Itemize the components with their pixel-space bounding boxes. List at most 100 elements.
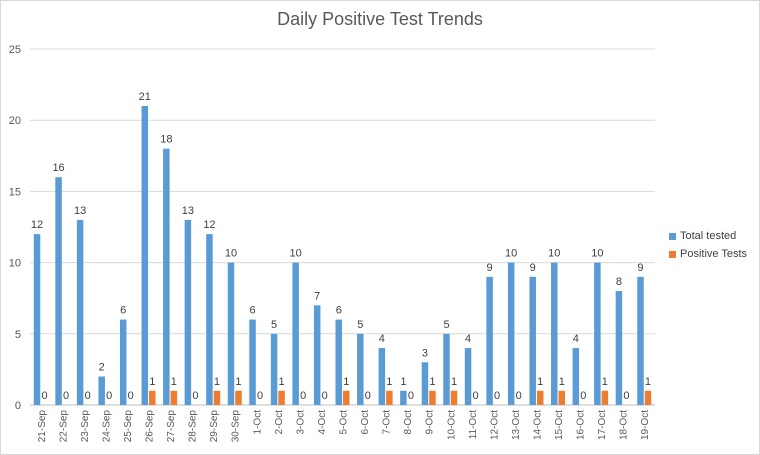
x-tick-label: 5-Oct (339, 410, 350, 435)
data-label: 0 (408, 390, 414, 402)
bar (507, 262, 515, 405)
data-label: 0 (41, 390, 47, 402)
x-tick-label: 12-Oct (489, 410, 500, 440)
data-label: 1 (171, 376, 177, 388)
chart-title: Daily Positive Test Trends (277, 9, 483, 29)
data-label: 0 (516, 390, 522, 402)
bar (558, 390, 566, 405)
data-label: 10 (548, 248, 560, 260)
bar (213, 390, 221, 405)
bar (644, 390, 652, 405)
data-label: 5 (271, 319, 277, 331)
x-tick-label: 4-Oct (317, 410, 328, 435)
x-tick-label: 8-Oct (403, 410, 414, 435)
data-label: 12 (31, 219, 43, 231)
data-label: 5 (357, 319, 363, 331)
bar (429, 390, 436, 405)
bar (637, 276, 644, 405)
data-label: 0 (623, 390, 629, 402)
bar (149, 390, 156, 405)
x-tick-label: 29-Sep (209, 410, 220, 443)
data-label: 0 (322, 390, 328, 402)
legend-swatch-total-tested (669, 232, 676, 240)
bar (536, 390, 544, 405)
data-label: 6 (120, 305, 126, 317)
x-tick-label: 15-Oct (554, 410, 565, 440)
bar (378, 348, 386, 405)
x-tick-label: 9-Oct (425, 410, 436, 435)
data-label: 0 (494, 390, 500, 402)
data-label: 1 (645, 376, 651, 388)
data-label: 10 (591, 248, 603, 260)
x-tick-label: 30-Sep (231, 410, 242, 443)
bar (615, 291, 623, 405)
x-tick-label: 25-Sep (123, 410, 134, 443)
bar (278, 390, 285, 405)
x-tick-label: 27-Sep (166, 410, 177, 443)
data-label: 4 (379, 333, 385, 345)
x-tick-label: 23-Sep (80, 410, 91, 443)
bar (529, 276, 536, 405)
data-label: 1 (149, 376, 155, 388)
bar (270, 333, 278, 405)
data-label: 6 (336, 305, 342, 317)
data-label: 0 (472, 390, 478, 402)
bar (443, 333, 450, 405)
data-label: 0 (63, 390, 69, 402)
bar (313, 305, 321, 405)
x-tick-label: 21-Sep (37, 410, 48, 443)
data-label: 1 (602, 376, 608, 388)
x-tick-label: 3-Oct (295, 410, 306, 435)
legend-label-positive-tests: Positive Tests (680, 248, 748, 260)
y-tick-label: 5 (15, 329, 21, 341)
x-tick-label: 22-Sep (58, 410, 69, 443)
x-tick-label: 1-Oct (252, 410, 263, 435)
data-label: 1 (386, 376, 392, 388)
data-label: 1 (235, 376, 241, 388)
data-label: 1 (279, 376, 285, 388)
bar (98, 376, 105, 405)
y-tick-label: 0 (15, 400, 21, 412)
bar (249, 319, 256, 405)
data-label: 0 (365, 390, 371, 402)
bar (343, 390, 350, 405)
y-tick-label: 25 (9, 44, 21, 56)
data-label: 16 (52, 162, 64, 174)
data-label: 4 (573, 333, 579, 345)
bar (292, 262, 299, 405)
data-label: 0 (106, 390, 112, 402)
bar (76, 219, 84, 405)
data-label: 10 (290, 248, 302, 260)
data-label: 8 (616, 276, 622, 288)
bar (486, 276, 493, 405)
bar (551, 262, 558, 405)
data-label: 3 (422, 347, 428, 359)
data-label: 10 (505, 248, 517, 260)
x-tick-label: 14-Oct (532, 410, 543, 440)
bar (464, 348, 472, 405)
bar (421, 362, 429, 405)
bar (386, 390, 393, 405)
data-label: 12 (203, 219, 215, 231)
x-tick-label: 17-Oct (597, 410, 608, 440)
bar (55, 177, 62, 405)
data-label: 10 (225, 248, 237, 260)
x-tick-label: 24-Sep (101, 410, 112, 443)
legend-swatch-positive-tests (669, 250, 676, 258)
bar (33, 234, 41, 405)
legend: Total tested Positive Tests (669, 227, 747, 263)
data-label: 9 (637, 262, 643, 274)
data-label: 5 (443, 319, 449, 331)
x-tick-label: 2-Oct (274, 410, 285, 435)
x-tick-label: 7-Oct (382, 410, 393, 435)
data-label: 6 (249, 305, 255, 317)
data-label: 0 (300, 390, 306, 402)
data-label: 0 (580, 390, 586, 402)
bar (335, 319, 342, 405)
x-tick-label: 13-Oct (511, 410, 522, 440)
data-label: 9 (530, 262, 536, 274)
x-tick-label: 26-Sep (145, 410, 156, 443)
x-tick-label: 6-Oct (360, 410, 371, 435)
data-label: 1 (537, 376, 543, 388)
y-tick-label: 10 (9, 258, 21, 270)
